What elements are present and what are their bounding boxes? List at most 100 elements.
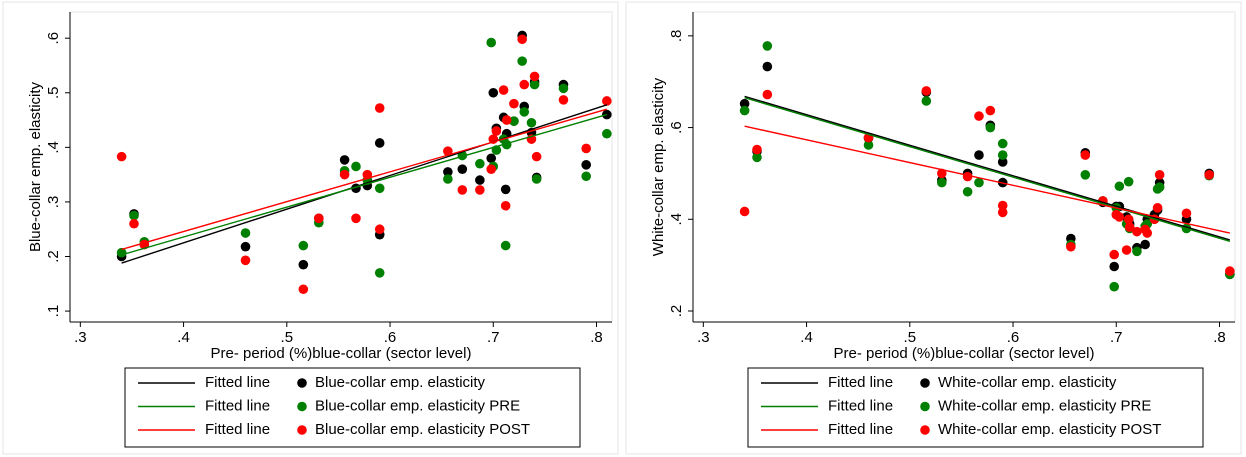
x-tick-label: .3 [74, 329, 87, 346]
fitted-line [121, 108, 608, 251]
data-point [500, 200, 511, 211]
legend-label: Fitted line [205, 374, 270, 391]
legend-label: White-collar emp. elasticity PRE [938, 397, 1151, 414]
data-point [1066, 241, 1076, 252]
data-point [509, 116, 519, 126]
data-point [500, 184, 511, 195]
y-tick-label: .1 [45, 305, 62, 318]
fitted-line [744, 95, 1231, 241]
legend-label: Blue-collar emp. elasticity [315, 374, 486, 391]
data-point [339, 169, 350, 180]
data-point [517, 56, 527, 66]
data-point [739, 105, 750, 116]
data-point [129, 210, 139, 221]
legend-label: White-collar emp. elasticity [938, 374, 1117, 391]
plot-area [69, 11, 613, 323]
legend-label: Fitted line [205, 421, 270, 438]
x-axis-title: Pre- period (%)blue-collar (sector level… [834, 345, 1095, 362]
legend-dot [920, 425, 930, 435]
x-tick-label: .6 [384, 329, 397, 346]
data-point [581, 171, 591, 182]
y-tick-label: .4 [668, 213, 685, 226]
x-tick-label: .7 [487, 329, 500, 346]
data-point [457, 164, 468, 174]
data-point [116, 151, 127, 162]
data-point [1154, 182, 1165, 192]
data-point [985, 122, 996, 133]
data-point [498, 85, 509, 95]
x-tick-label: .4 [177, 329, 190, 346]
data-point [1181, 208, 1192, 219]
data-point [519, 107, 530, 117]
data-point [1109, 261, 1120, 272]
data-point [1121, 245, 1132, 255]
x-tick-label: .8 [590, 329, 603, 346]
data-point [488, 87, 499, 98]
data-point [997, 207, 1008, 218]
data-point [752, 144, 762, 155]
panel-border [2, 1, 619, 455]
data-point [298, 284, 309, 295]
data-point [985, 105, 996, 116]
fitted-line [744, 125, 1230, 234]
data-point [974, 111, 984, 121]
legend-dot [920, 378, 930, 388]
data-point [517, 34, 527, 45]
data-point [531, 151, 542, 162]
data-point [298, 259, 309, 270]
legend-label: Fitted line [828, 374, 893, 391]
data-point [475, 185, 485, 195]
data-point [116, 247, 127, 258]
data-point [351, 213, 361, 224]
data-point [581, 160, 591, 170]
x-tick-label: .5 [281, 329, 294, 346]
data-point [997, 200, 1008, 211]
data-point [997, 150, 1008, 160]
x-tick-label: .3 [697, 329, 710, 346]
data-point [762, 41, 773, 51]
data-point [526, 117, 537, 128]
data-point [457, 185, 468, 195]
data-point [1132, 226, 1142, 237]
data-point [314, 213, 324, 224]
legend-label: Fitted line [828, 397, 893, 414]
legend-dot [297, 425, 307, 435]
data-point [501, 115, 512, 125]
legend-label: Fitted line [828, 421, 893, 438]
data-point [762, 89, 773, 100]
data-point [921, 96, 932, 106]
data-point [240, 255, 251, 266]
legend-label: Blue-collar emp. elasticity POST [315, 421, 530, 438]
data-point [863, 140, 874, 150]
data-point [1124, 222, 1135, 232]
data-point [486, 37, 497, 48]
data-point [374, 224, 385, 235]
data-point [443, 146, 453, 156]
data-point [1142, 228, 1153, 238]
data-point [1080, 150, 1091, 160]
legend-dot [297, 401, 307, 412]
x-tick-label: .5 [904, 329, 917, 346]
fitted-line [121, 104, 608, 264]
data-point [602, 96, 612, 106]
data-point [486, 153, 497, 164]
data-point [974, 177, 984, 188]
data-point [1132, 246, 1142, 257]
fitted-line [121, 113, 608, 256]
fitted-line [744, 97, 1231, 242]
data-point [500, 240, 511, 251]
x-axis-title: Pre- period (%)blue-collar (sector level… [211, 345, 472, 362]
data-point [486, 164, 497, 174]
legend-dot [920, 401, 930, 412]
data-point [937, 177, 947, 188]
data-point [921, 86, 932, 96]
y-axis-title: Blue-collar emp. elasticity [27, 81, 44, 252]
legend-box [747, 367, 1204, 448]
y-tick-label: .5 [45, 87, 62, 100]
y-tick-label: .3 [45, 196, 62, 209]
data-point [351, 161, 361, 172]
data-point [962, 186, 973, 197]
data-point [240, 228, 251, 238]
y-axis-title: White-collar emp. elasticity [650, 77, 667, 256]
